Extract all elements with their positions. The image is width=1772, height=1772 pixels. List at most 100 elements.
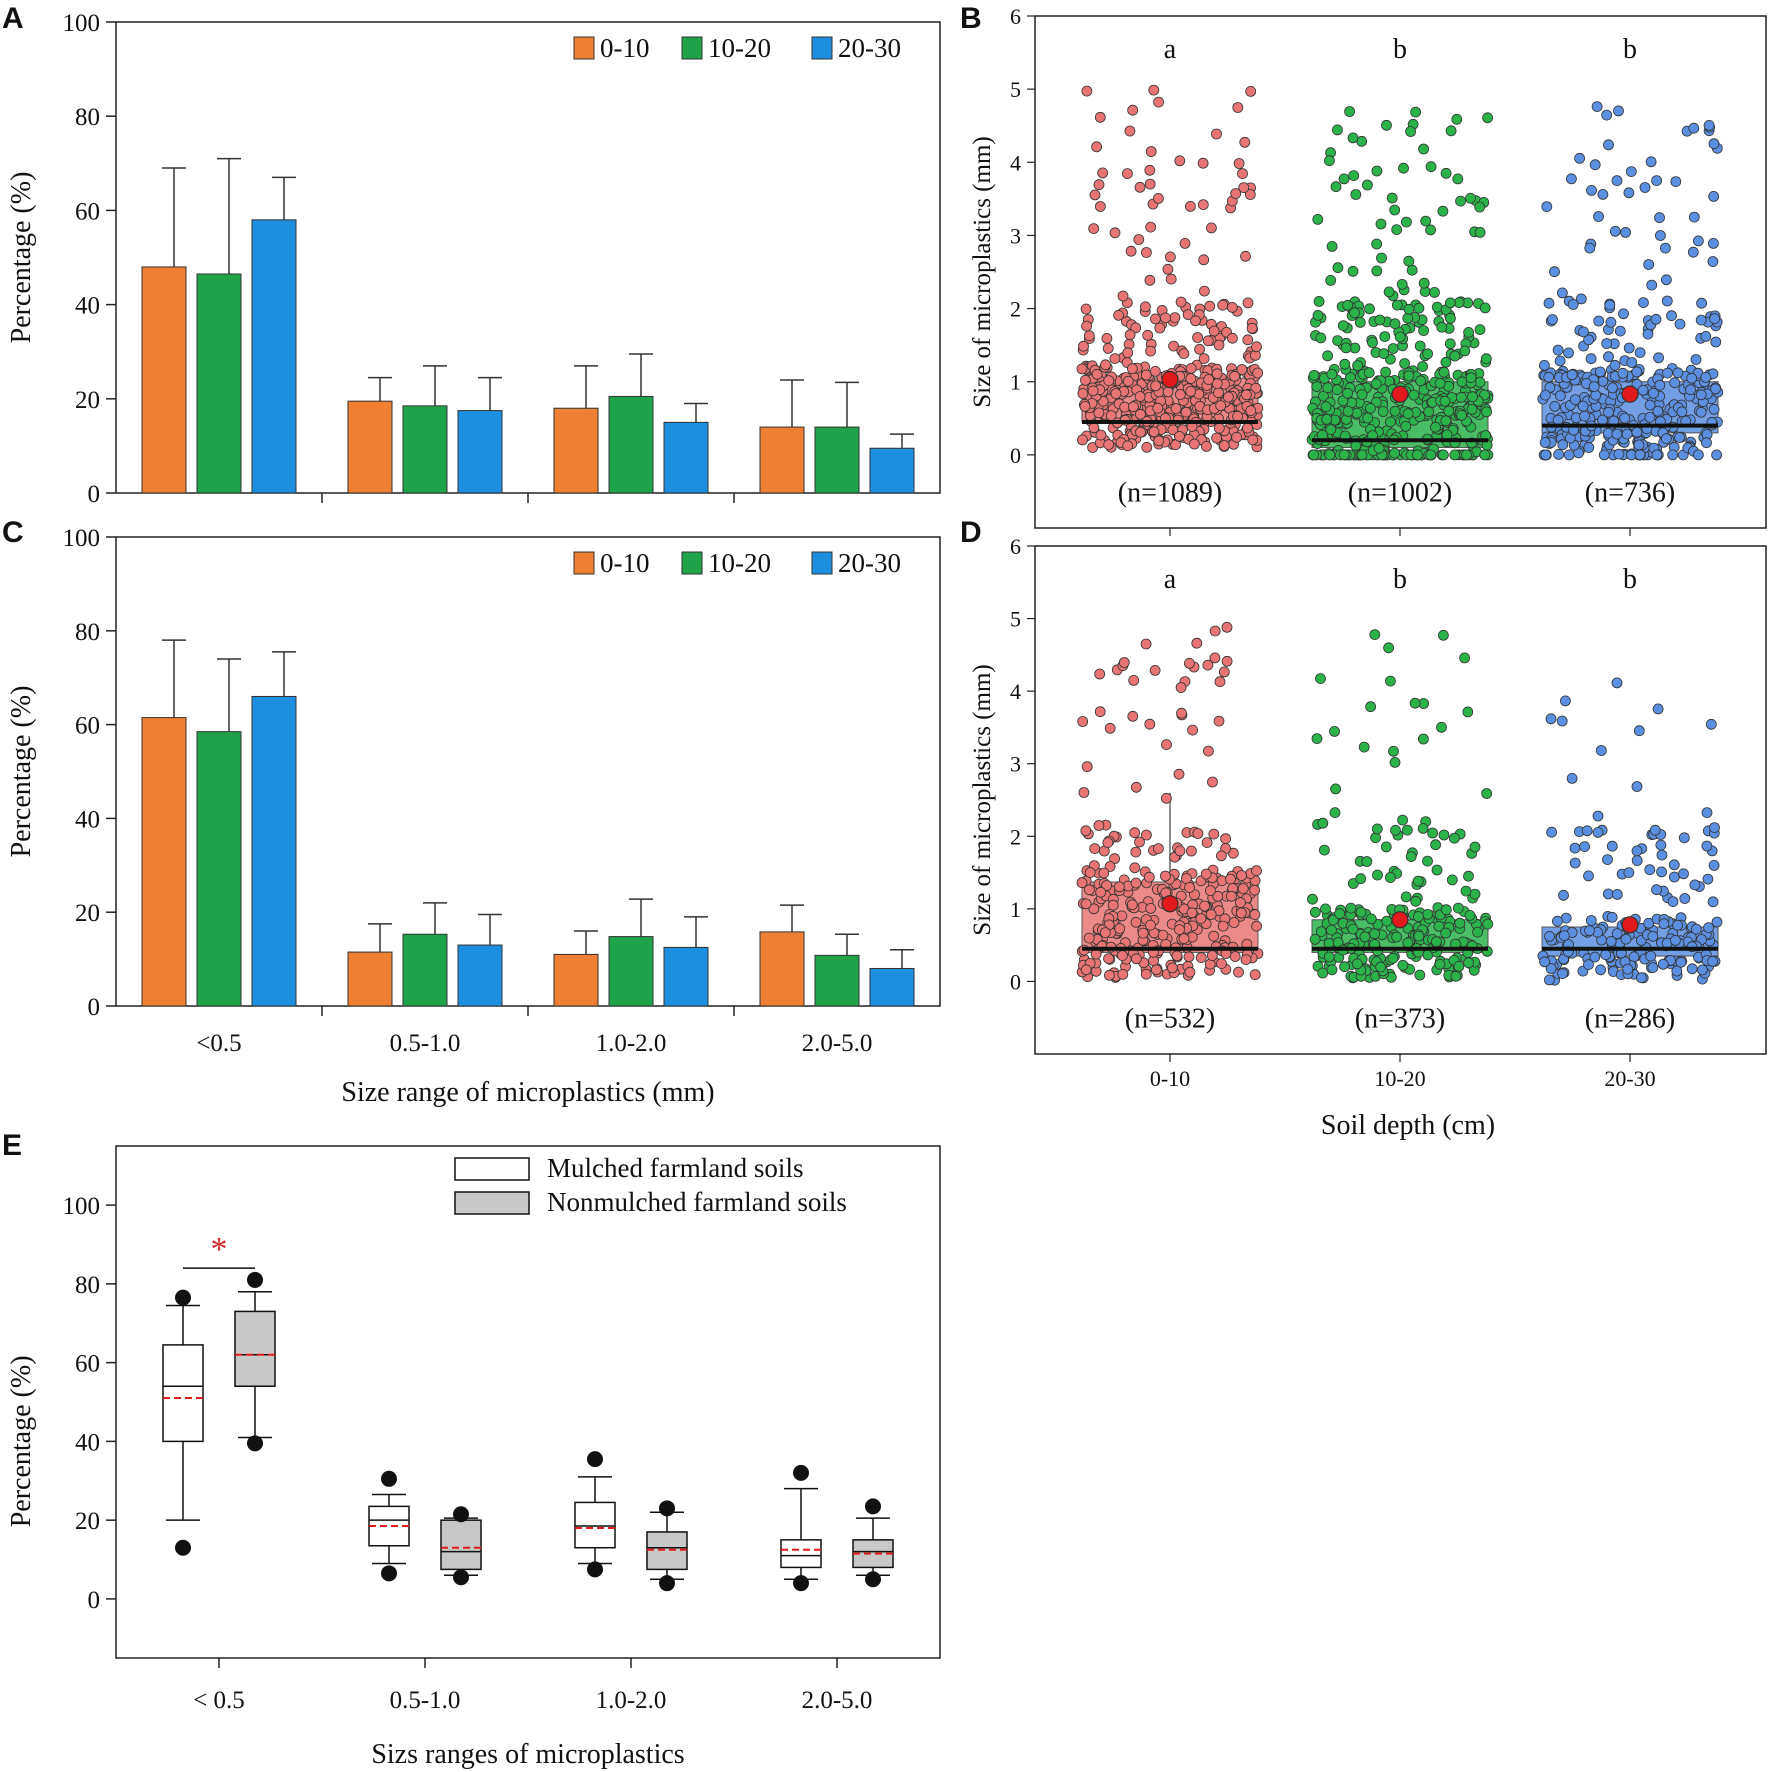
- data-point: [1242, 297, 1254, 309]
- outlier-point: [453, 1506, 469, 1523]
- data-point: [1607, 382, 1618, 394]
- data-point: [1076, 877, 1088, 889]
- data-point: [1701, 437, 1712, 449]
- data-point: [1334, 908, 1346, 920]
- data-point: [1634, 347, 1646, 359]
- data-point: [1093, 179, 1105, 191]
- data-point: [1185, 373, 1197, 384]
- data-point: [1622, 963, 1634, 975]
- data-point: [1592, 810, 1604, 822]
- data-point: [1194, 343, 1205, 355]
- data-point: [1539, 359, 1550, 371]
- data-point: [1425, 224, 1436, 236]
- data-point: [1709, 822, 1720, 833]
- data-point: [1171, 950, 1183, 962]
- data-point: [1606, 840, 1618, 852]
- data-point: [1584, 925, 1595, 936]
- data-point: [1150, 380, 1161, 392]
- data-point: [1315, 926, 1327, 937]
- data-point: [1543, 371, 1555, 383]
- y-axis-title: Percentage (%): [6, 1355, 37, 1527]
- data-point: [1118, 657, 1130, 668]
- data-point: [1593, 211, 1604, 222]
- data-point: [1179, 237, 1191, 249]
- data-point: [1389, 318, 1401, 330]
- data-point: [1595, 964, 1606, 976]
- data-point: [1544, 974, 1555, 986]
- data-point: [1192, 332, 1203, 343]
- data-point: [1080, 825, 1092, 837]
- data-point: [1141, 441, 1153, 453]
- data-point: [1554, 355, 1566, 367]
- data-point: [1213, 422, 1225, 434]
- data-point: [1174, 845, 1186, 857]
- data-point: [1578, 326, 1589, 338]
- data-point: [1674, 318, 1686, 330]
- data-point: [1129, 827, 1141, 839]
- data-point: [1095, 886, 1107, 898]
- data-point: [1388, 745, 1399, 757]
- bar: [457, 410, 503, 494]
- data-point: [1593, 315, 1605, 327]
- data-point: [1140, 638, 1152, 650]
- data-point: [1191, 637, 1203, 649]
- data-point: [1414, 969, 1426, 981]
- data-point: [1702, 873, 1714, 885]
- sample-size-label: (n=1089): [1118, 477, 1222, 508]
- data-point: [1643, 259, 1655, 270]
- data-point: [1675, 956, 1687, 968]
- data-point: [1598, 449, 1610, 461]
- data-point: [1418, 143, 1429, 155]
- data-point: [1540, 389, 1551, 401]
- x-tick-label: 1.0-2.0: [596, 1030, 667, 1057]
- legend-swatch: [573, 36, 595, 60]
- data-point: [1406, 264, 1418, 276]
- data-point: [1450, 970, 1462, 982]
- data-point: [1678, 868, 1689, 880]
- data-point: [1479, 449, 1491, 461]
- data-point: [1095, 201, 1106, 212]
- outlier-point: [793, 1464, 809, 1481]
- data-point: [1601, 109, 1613, 121]
- data-point: [1639, 182, 1651, 193]
- data-point: [1134, 181, 1146, 193]
- data-point: [1081, 761, 1093, 773]
- data-point: [1557, 287, 1568, 299]
- data-point: [1383, 286, 1395, 298]
- bar: [347, 400, 393, 494]
- data-point: [1479, 302, 1491, 314]
- data-point: [1355, 873, 1367, 885]
- data-point: [1223, 391, 1234, 403]
- data-point: [1206, 950, 1218, 961]
- data-point: [1160, 870, 1171, 882]
- data-point: [1216, 850, 1227, 862]
- data-point: [1553, 448, 1565, 460]
- data-point: [1647, 962, 1659, 973]
- data-point: [1558, 889, 1569, 901]
- data-point: [1307, 893, 1318, 905]
- data-point: [1422, 909, 1434, 920]
- data-point: [1474, 226, 1486, 238]
- data-point: [1324, 155, 1335, 167]
- data-point: [1387, 343, 1399, 354]
- data-point: [1474, 201, 1486, 213]
- y-tick-label: 80: [75, 1272, 100, 1299]
- data-point: [1215, 400, 1227, 412]
- data-point: [1189, 438, 1200, 450]
- data-point: [1387, 952, 1399, 964]
- data-point: [1370, 378, 1382, 390]
- data-point: [1242, 422, 1253, 434]
- data-point: [1141, 247, 1152, 258]
- data-point: [1325, 424, 1337, 436]
- data-point: [1611, 889, 1623, 900]
- data-point: [1140, 369, 1152, 381]
- data-point: [1148, 426, 1160, 438]
- data-point: [1633, 439, 1645, 451]
- data-point: [1569, 857, 1581, 869]
- panel-b-scatter-chart: 0 1 2 3 4 5 6 Size of microplastics (mm) a (n=108…: [969, 4, 1767, 536]
- data-point: [1670, 176, 1682, 188]
- data-point: [1209, 625, 1221, 637]
- data-point: [1410, 895, 1422, 907]
- data-point: [1354, 316, 1366, 328]
